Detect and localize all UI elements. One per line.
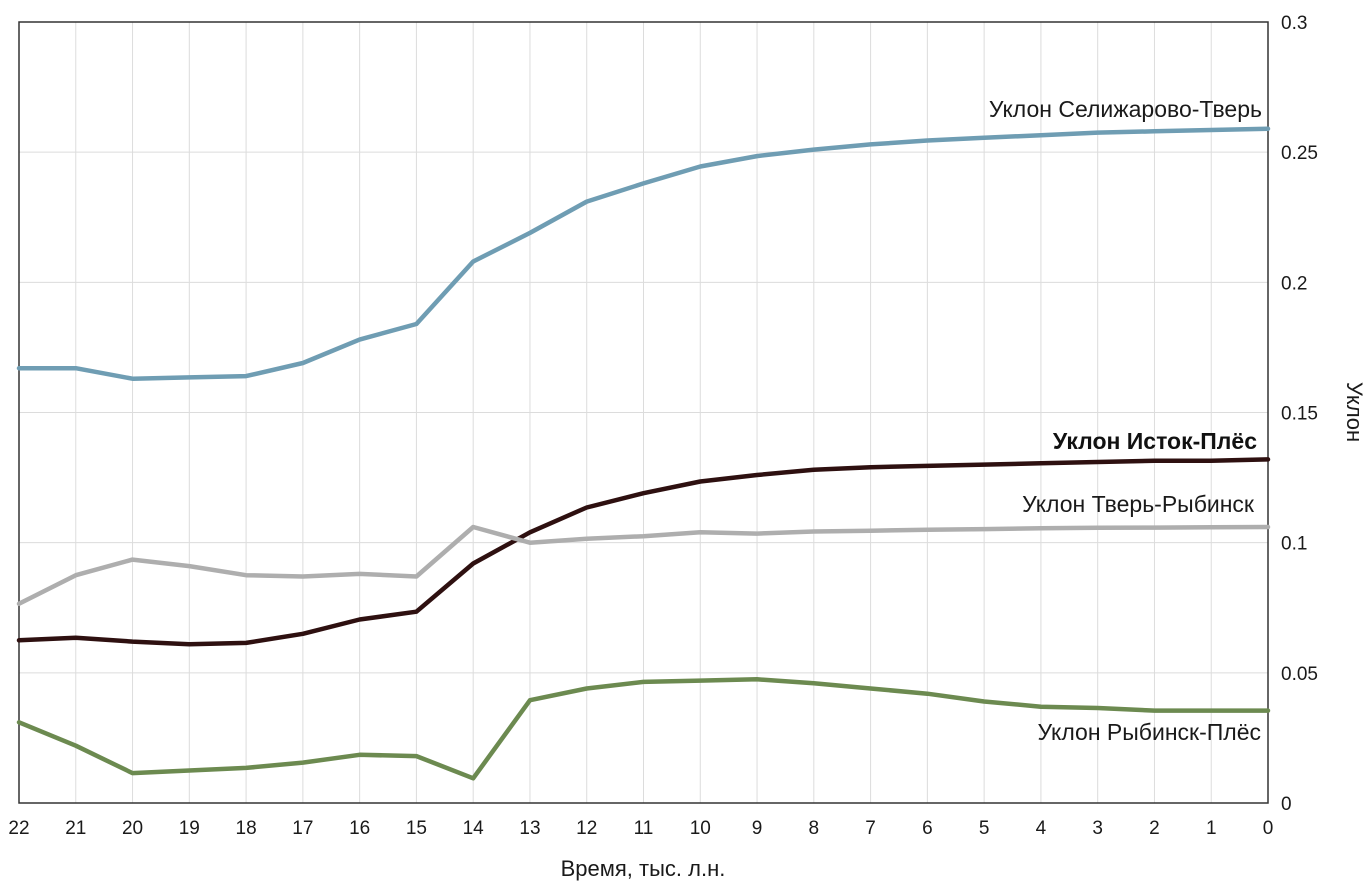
plot-frame (18, 21, 1269, 804)
series-labels: Уклон Селижарово-Тверь Уклон Исток-Плёс Ук… (989, 96, 1262, 745)
y-tick-label: 0.05 (1281, 664, 1318, 685)
x-tick-label: 4 (1036, 818, 1047, 839)
x-tick-label: 0 (1263, 818, 1274, 839)
x-tick-label: 10 (690, 818, 711, 839)
series-label-4: Уклон Рыбинск-Плёс (1037, 719, 1261, 745)
x-tick-label: 21 (65, 818, 86, 839)
x-tick-label: 16 (349, 818, 370, 839)
y-tick-label: 0.2 (1281, 273, 1307, 294)
x-tick-label: 12 (576, 818, 597, 839)
y-tick-label: 0.3 (1281, 13, 1307, 34)
x-tick-label: 6 (922, 818, 933, 839)
x-tick-label: 13 (519, 818, 540, 839)
series-line-3 (16, 524, 1271, 607)
y-tick-label: 0 (1281, 794, 1292, 815)
x-tick-label: 18 (236, 818, 257, 839)
grid (18, 21, 1269, 804)
series-label-3: Уклон Тверь-Рыбинск (1022, 491, 1255, 517)
x-axis-title: Время, тыс. л.н. (561, 856, 726, 881)
x-tick-label: 5 (979, 818, 990, 839)
series-label-1: Уклон Селижарово-Тверь (989, 96, 1262, 122)
y-tick-labels: 0 0.05 0.1 0.15 0.2 0.25 0.3 (1281, 13, 1318, 815)
x-tick-label: 3 (1092, 818, 1103, 839)
x-tick-label: 8 (809, 818, 820, 839)
x-tick-label: 2 (1149, 818, 1160, 839)
x-tick-label: 15 (406, 818, 427, 839)
x-tick-labels: 22 21 20 19 18 17 16 15 14 13 12 11 10 9 8 7 6 5 4 3 2 1 0 (8, 818, 1273, 839)
y-tick-label: 0.1 (1281, 534, 1307, 555)
y-tick-label: 0.15 (1281, 404, 1318, 425)
series-line-4 (16, 677, 1271, 781)
x-tick-label: 22 (8, 818, 29, 839)
x-tick-label: 7 (865, 818, 876, 839)
x-tick-label: 11 (634, 818, 654, 839)
series-layer (16, 126, 1271, 781)
x-tick-label: 9 (752, 818, 763, 839)
series-line-1 (16, 126, 1271, 381)
series-label-2: Уклон Исток-Плёс (1053, 428, 1257, 454)
x-tick-label: 20 (122, 818, 143, 839)
y-axis-title: Уклон (1342, 382, 1367, 442)
y-tick-label: 0.25 (1281, 143, 1318, 164)
x-tick-label: 17 (292, 818, 313, 839)
x-tick-label: 1 (1206, 818, 1217, 839)
x-tick-label: 19 (179, 818, 200, 839)
x-tick-label: 14 (463, 818, 485, 839)
series-line-2 (16, 457, 1271, 647)
